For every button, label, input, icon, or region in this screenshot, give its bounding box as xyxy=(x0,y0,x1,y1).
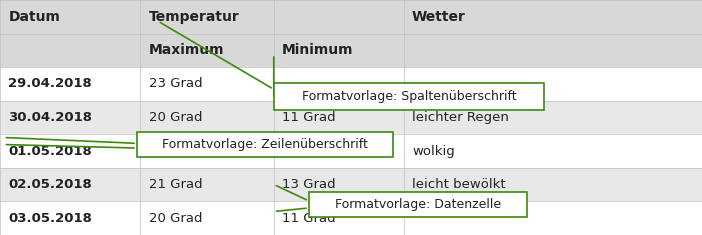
Bar xyxy=(0,134,702,168)
Bar xyxy=(0,34,702,67)
Text: 21 Grad: 21 Grad xyxy=(149,178,202,191)
Text: 11 Grad: 11 Grad xyxy=(282,111,336,124)
Text: 30.04.2018: 30.04.2018 xyxy=(8,111,93,124)
Text: 20 Grad: 20 Grad xyxy=(149,212,202,225)
Text: wolkig: wolkig xyxy=(412,145,455,158)
FancyBboxPatch shape xyxy=(274,83,544,110)
Text: 23 Grad: 23 Grad xyxy=(149,77,202,90)
Bar xyxy=(0,0,702,34)
Bar xyxy=(0,168,702,201)
Text: 02.05.2018: 02.05.2018 xyxy=(8,178,92,191)
Text: 01.05.2018: 01.05.2018 xyxy=(8,145,92,158)
Text: Datum: Datum xyxy=(8,10,60,24)
Text: Formatvorlage: Datenzelle: Formatvorlage: Datenzelle xyxy=(335,198,501,211)
Bar xyxy=(0,67,702,101)
Bar xyxy=(0,201,702,235)
Text: Wetter: Wetter xyxy=(412,10,466,24)
Text: Minimum: Minimum xyxy=(282,43,354,57)
FancyBboxPatch shape xyxy=(309,192,526,217)
Text: Maximum: Maximum xyxy=(149,43,225,57)
Text: 03.05.2018: 03.05.2018 xyxy=(8,212,92,225)
Text: 29.04.2018: 29.04.2018 xyxy=(8,77,92,90)
Text: 11 Grad: 11 Grad xyxy=(282,212,336,225)
Text: 13 Grad: 13 Grad xyxy=(282,178,336,191)
Text: leicht bewölkt: leicht bewölkt xyxy=(412,178,505,191)
Text: 20 Grad: 20 Grad xyxy=(149,111,202,124)
Text: Formatvorlage: Zeilenüberschrift: Formatvorlage: Zeilenüberschrift xyxy=(162,138,368,151)
Text: Formatvorlage: Spaltenüberschrift: Formatvorlage: Spaltenüberschrift xyxy=(302,90,516,103)
Text: leichter Regen: leichter Regen xyxy=(412,111,509,124)
Text: Temperatur: Temperatur xyxy=(149,10,239,24)
Bar xyxy=(0,101,702,134)
FancyBboxPatch shape xyxy=(137,132,393,157)
